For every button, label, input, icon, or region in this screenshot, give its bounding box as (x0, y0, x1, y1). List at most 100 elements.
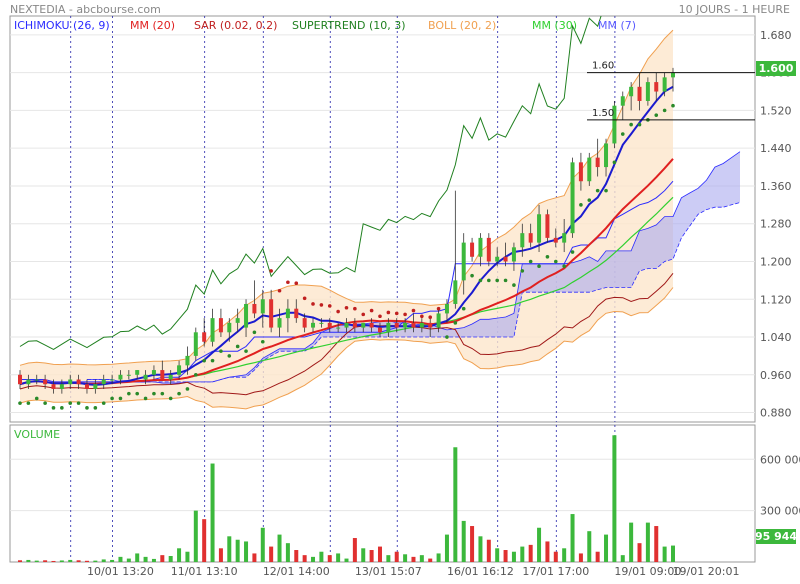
candle-body (419, 322, 424, 328)
last-price-tag: 1.600 (756, 61, 796, 76)
time-tick-label: 17/01 17:00 (522, 565, 589, 578)
chart-title: NEXTEDIA - abcbourse.com (10, 3, 161, 16)
candle-body (612, 105, 617, 144)
time-tick-label: 11/01 13:10 (171, 565, 238, 578)
volume-bar (59, 560, 64, 562)
sar-dot (177, 391, 181, 396)
candle-body (76, 379, 81, 385)
candle-body (511, 247, 516, 262)
candle-body (495, 256, 500, 262)
candle-body (336, 327, 341, 329)
candle-body (587, 157, 592, 182)
candle-body (68, 379, 73, 385)
candle-body (151, 370, 156, 375)
chart-period: 10 JOURS - 1 HEURE (679, 3, 790, 16)
volume-bar (18, 560, 22, 562)
volume-bar (444, 534, 449, 562)
last-volume-value: 95 944 (755, 530, 797, 543)
candle-body (453, 280, 458, 304)
sar-dot (671, 103, 675, 108)
candle-body (202, 332, 207, 342)
price-tick-label: 1.200 (760, 255, 792, 268)
volume-bar (453, 447, 458, 562)
sar-dot (637, 122, 642, 127)
volume-bar (43, 560, 48, 562)
sar-dot (60, 406, 64, 410)
sar-dot (118, 396, 123, 401)
candle-body (34, 379, 39, 381)
volume-bar (486, 539, 491, 562)
volume-bar (311, 556, 316, 562)
volume-bar (612, 435, 617, 562)
candle-body (218, 318, 223, 333)
sar-dot (185, 387, 190, 391)
candle-body (26, 379, 31, 385)
candle-body (411, 322, 416, 328)
sar-dot (235, 344, 240, 349)
sar-dot (244, 349, 248, 353)
sar-dot (545, 254, 550, 259)
sar-dot (453, 321, 458, 325)
sar-dot (252, 330, 257, 335)
sar-dot (386, 310, 391, 315)
volume-bar (478, 536, 483, 562)
sar-dot (319, 303, 324, 307)
candle-body (486, 237, 491, 262)
volume-bar (76, 560, 81, 562)
volume-bar (227, 536, 232, 562)
bollinger-upper-line (19, 29, 674, 366)
candle-body (235, 318, 240, 323)
price-tick-label: 1.440 (760, 142, 792, 155)
price-tick-label: 1.520 (760, 104, 792, 117)
volume-bar (244, 541, 249, 562)
time-axis: 10/01 13:20 11/01 13:10 12/01 14:00 13/01 1… (87, 565, 739, 578)
sar-dot (353, 306, 357, 311)
candle-body (604, 143, 609, 168)
volume-bar (34, 560, 39, 562)
sar-dot (553, 259, 558, 264)
price-levels: 1.60 1.50 (587, 61, 755, 121)
candle-body (403, 322, 408, 328)
sar-dot (68, 401, 73, 405)
volume-label: VOLUME (14, 428, 60, 441)
candle-body (252, 303, 257, 314)
candle-body (51, 384, 56, 389)
last-volume-tag: 95 944 (755, 529, 797, 544)
time-tick-label: 19/01 09:00 (614, 565, 681, 578)
sar-dot (445, 335, 449, 339)
candle-body (478, 237, 483, 257)
volume-bar (218, 548, 223, 562)
volume-bars (18, 435, 675, 562)
volume-bar (277, 534, 282, 562)
candle-body (327, 322, 332, 328)
price-tick-label: 1.120 (760, 293, 792, 306)
candle-body (43, 379, 48, 385)
sar-dot (595, 188, 600, 193)
volume-bar (252, 553, 257, 562)
time-tick-label: 12/01 14:00 (263, 565, 330, 578)
volume-bar (511, 551, 516, 562)
volume-bar (545, 541, 550, 562)
volume-bar (620, 555, 625, 562)
candle-body (193, 332, 198, 356)
volume-bar (528, 544, 533, 562)
sar-dot (168, 396, 173, 401)
sar-dot (579, 203, 583, 207)
candle-body (185, 355, 190, 366)
candle-body (311, 322, 316, 328)
bollinger-band-fill (20, 30, 673, 409)
candle-body (260, 299, 265, 314)
sar-dot (562, 264, 566, 269)
sar-dot (302, 296, 307, 301)
price-plot: 1.60 1.50 (18, 16, 755, 410)
volume-bar (260, 527, 265, 562)
sar-dots (18, 103, 675, 410)
candle-body (528, 233, 533, 243)
sar-dot (361, 312, 366, 317)
volume-bar (177, 548, 182, 562)
time-tick-label: 16/01 16:12 (447, 565, 514, 578)
volume-bar (135, 553, 140, 562)
candle-body (244, 303, 249, 328)
sar-dot (269, 269, 273, 273)
volume-bar (193, 510, 198, 562)
